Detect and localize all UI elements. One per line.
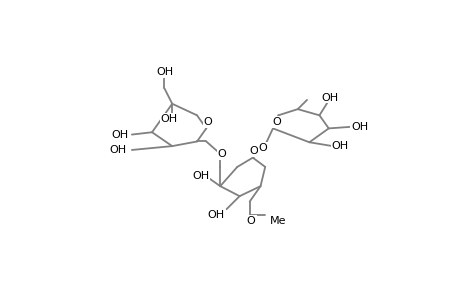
Text: OH: OH [350, 122, 368, 132]
Text: OH: OH [109, 145, 126, 155]
Text: OH: OH [160, 114, 177, 124]
Text: O: O [272, 117, 280, 127]
Text: O: O [217, 149, 226, 159]
Text: O: O [258, 143, 267, 153]
Text: O: O [203, 117, 212, 127]
Text: O: O [246, 216, 255, 226]
Text: OH: OH [111, 130, 128, 140]
Text: OH: OH [156, 67, 173, 77]
Text: OH: OH [192, 171, 209, 181]
Text: Me: Me [269, 216, 286, 226]
Text: OH: OH [331, 141, 348, 151]
Text: OH: OH [207, 210, 224, 220]
Text: O: O [249, 146, 257, 157]
Text: OH: OH [321, 93, 338, 103]
